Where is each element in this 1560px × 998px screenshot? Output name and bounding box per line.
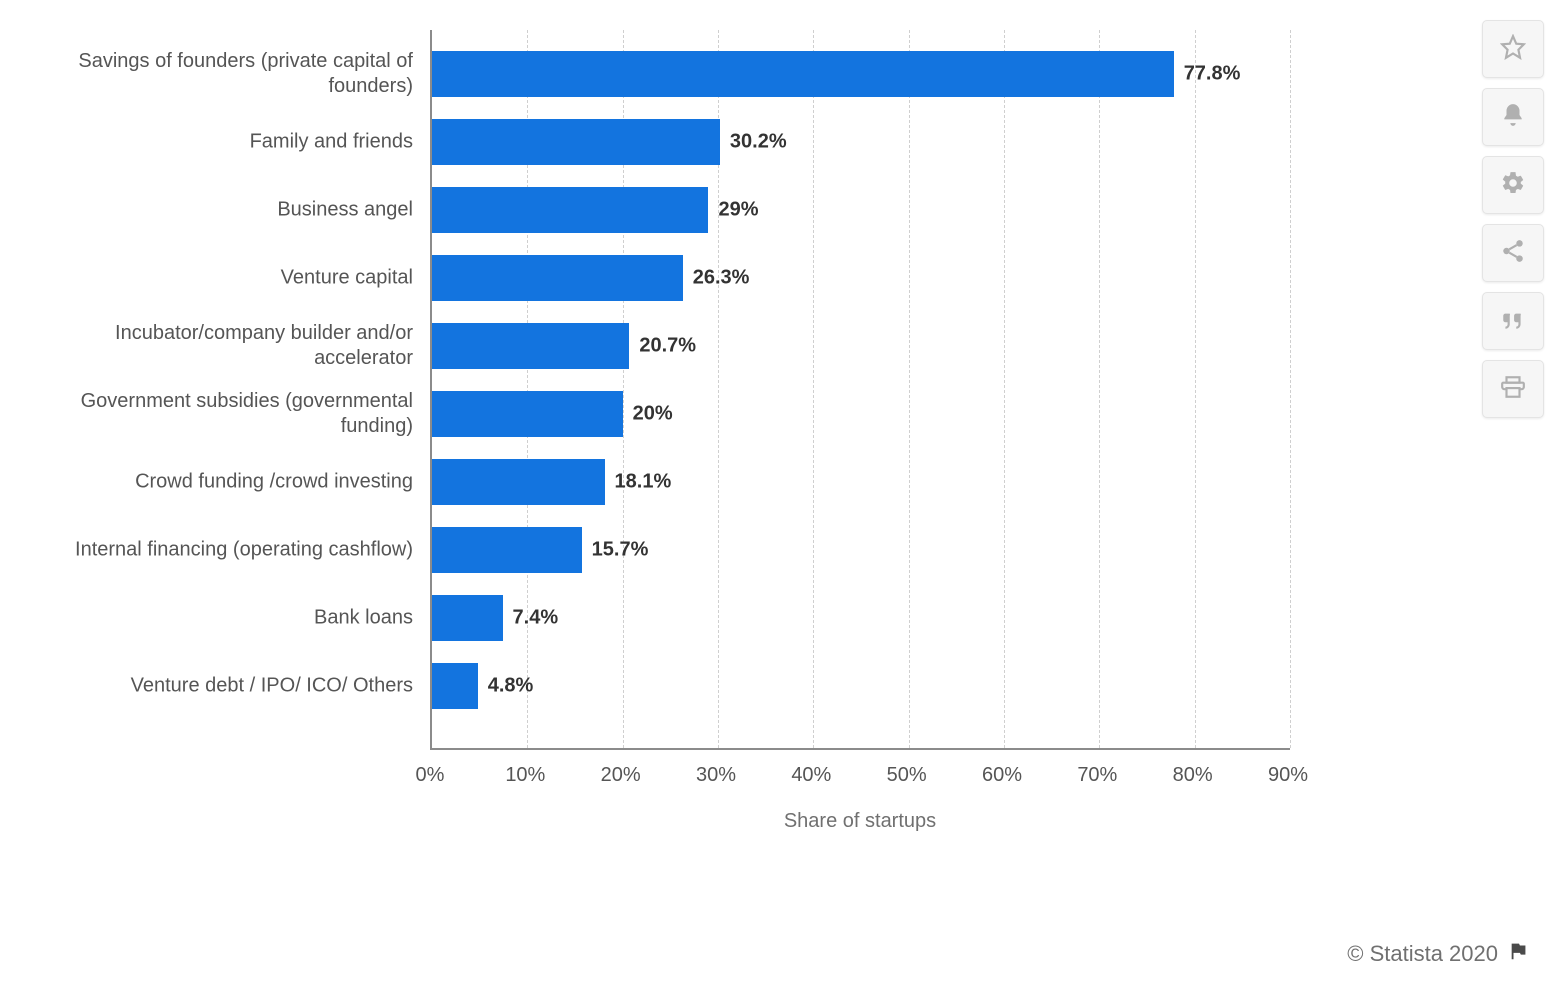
category-label: Crowd funding /crowd investing xyxy=(33,470,413,495)
plot-area: 77.8% 30.2% 29% 26.3% 20.7% 20% 18.1% 15.7% 7.4%… xyxy=(430,30,1290,750)
bar-value-label: 15.7% xyxy=(592,539,649,562)
bar[interactable]: 20.7% xyxy=(432,323,629,369)
x-tick-label: 0% xyxy=(400,750,460,787)
x-tick-label: 20% xyxy=(591,750,651,787)
gridline xyxy=(909,30,910,748)
x-tick-label: 50% xyxy=(877,750,937,787)
bar[interactable]: 77.8% xyxy=(432,51,1174,97)
settings-button[interactable] xyxy=(1482,156,1544,214)
funding-sources-chart: Savings of founders (private capital of … xyxy=(30,30,1290,850)
quote-icon xyxy=(1500,306,1526,337)
category-label: Family and friends xyxy=(33,130,413,155)
notify-button[interactable] xyxy=(1482,88,1544,146)
gridline xyxy=(1195,30,1196,748)
bar[interactable]: 20% xyxy=(432,391,623,437)
gear-icon xyxy=(1500,170,1526,201)
bar[interactable]: 18.1% xyxy=(432,459,605,505)
category-label: Savings of founders (private capital of … xyxy=(33,49,413,99)
bar-value-label: 20.7% xyxy=(639,335,696,358)
gridline xyxy=(1099,30,1100,748)
bar[interactable]: 4.8% xyxy=(432,663,478,709)
gridline xyxy=(813,30,814,748)
category-label: Bank loans xyxy=(33,606,413,631)
category-label: Venture debt / IPO/ ICO/ Others xyxy=(33,674,413,699)
x-tick-label: 80% xyxy=(1163,750,1223,787)
bar-value-label: 30.2% xyxy=(730,131,787,154)
y-axis: Savings of founders (private capital of … xyxy=(30,30,425,750)
x-tick-label: 70% xyxy=(1067,750,1127,787)
x-tick-label: 60% xyxy=(972,750,1032,787)
x-tick-label: 30% xyxy=(686,750,746,787)
actions-sidebar xyxy=(1482,20,1560,418)
bell-icon xyxy=(1500,102,1526,133)
category-label: Incubator/company builder and/or acceler… xyxy=(33,321,413,371)
bar[interactable]: 15.7% xyxy=(432,527,582,573)
category-label: Government subsidies (governmental fundi… xyxy=(33,389,413,439)
print-button[interactable] xyxy=(1482,360,1544,418)
x-tick-label: 40% xyxy=(781,750,841,787)
star-icon xyxy=(1500,34,1526,65)
gridline xyxy=(1290,30,1291,748)
x-tick-label: 10% xyxy=(495,750,555,787)
bar[interactable]: 7.4% xyxy=(432,595,503,641)
bar-value-label: 77.8% xyxy=(1184,63,1241,86)
attribution-footer: © Statista 2020 xyxy=(1347,940,1530,968)
flag-icon[interactable] xyxy=(1508,940,1530,968)
share-icon xyxy=(1500,238,1526,269)
share-button[interactable] xyxy=(1482,224,1544,282)
favorite-button[interactable] xyxy=(1482,20,1544,78)
category-label: Business angel xyxy=(33,198,413,223)
gridline xyxy=(1004,30,1005,748)
copyright-text: © Statista 2020 xyxy=(1347,941,1498,967)
bar-value-label: 18.1% xyxy=(615,471,672,494)
category-label: Venture capital xyxy=(33,266,413,291)
bar[interactable]: 29% xyxy=(432,187,708,233)
x-axis-label: Share of startups xyxy=(430,810,1290,833)
category-label: Internal financing (operating cashflow) xyxy=(33,538,413,563)
cite-button[interactable] xyxy=(1482,292,1544,350)
x-tick-label: 90% xyxy=(1258,750,1318,787)
print-icon xyxy=(1500,374,1526,405)
bar-value-label: 4.8% xyxy=(488,675,534,698)
bar-value-label: 7.4% xyxy=(513,607,559,630)
bar[interactable]: 26.3% xyxy=(432,255,683,301)
bar-value-label: 26.3% xyxy=(693,267,750,290)
bar-value-label: 29% xyxy=(718,199,758,222)
bar-value-label: 20% xyxy=(633,403,673,426)
bar[interactable]: 30.2% xyxy=(432,119,720,165)
